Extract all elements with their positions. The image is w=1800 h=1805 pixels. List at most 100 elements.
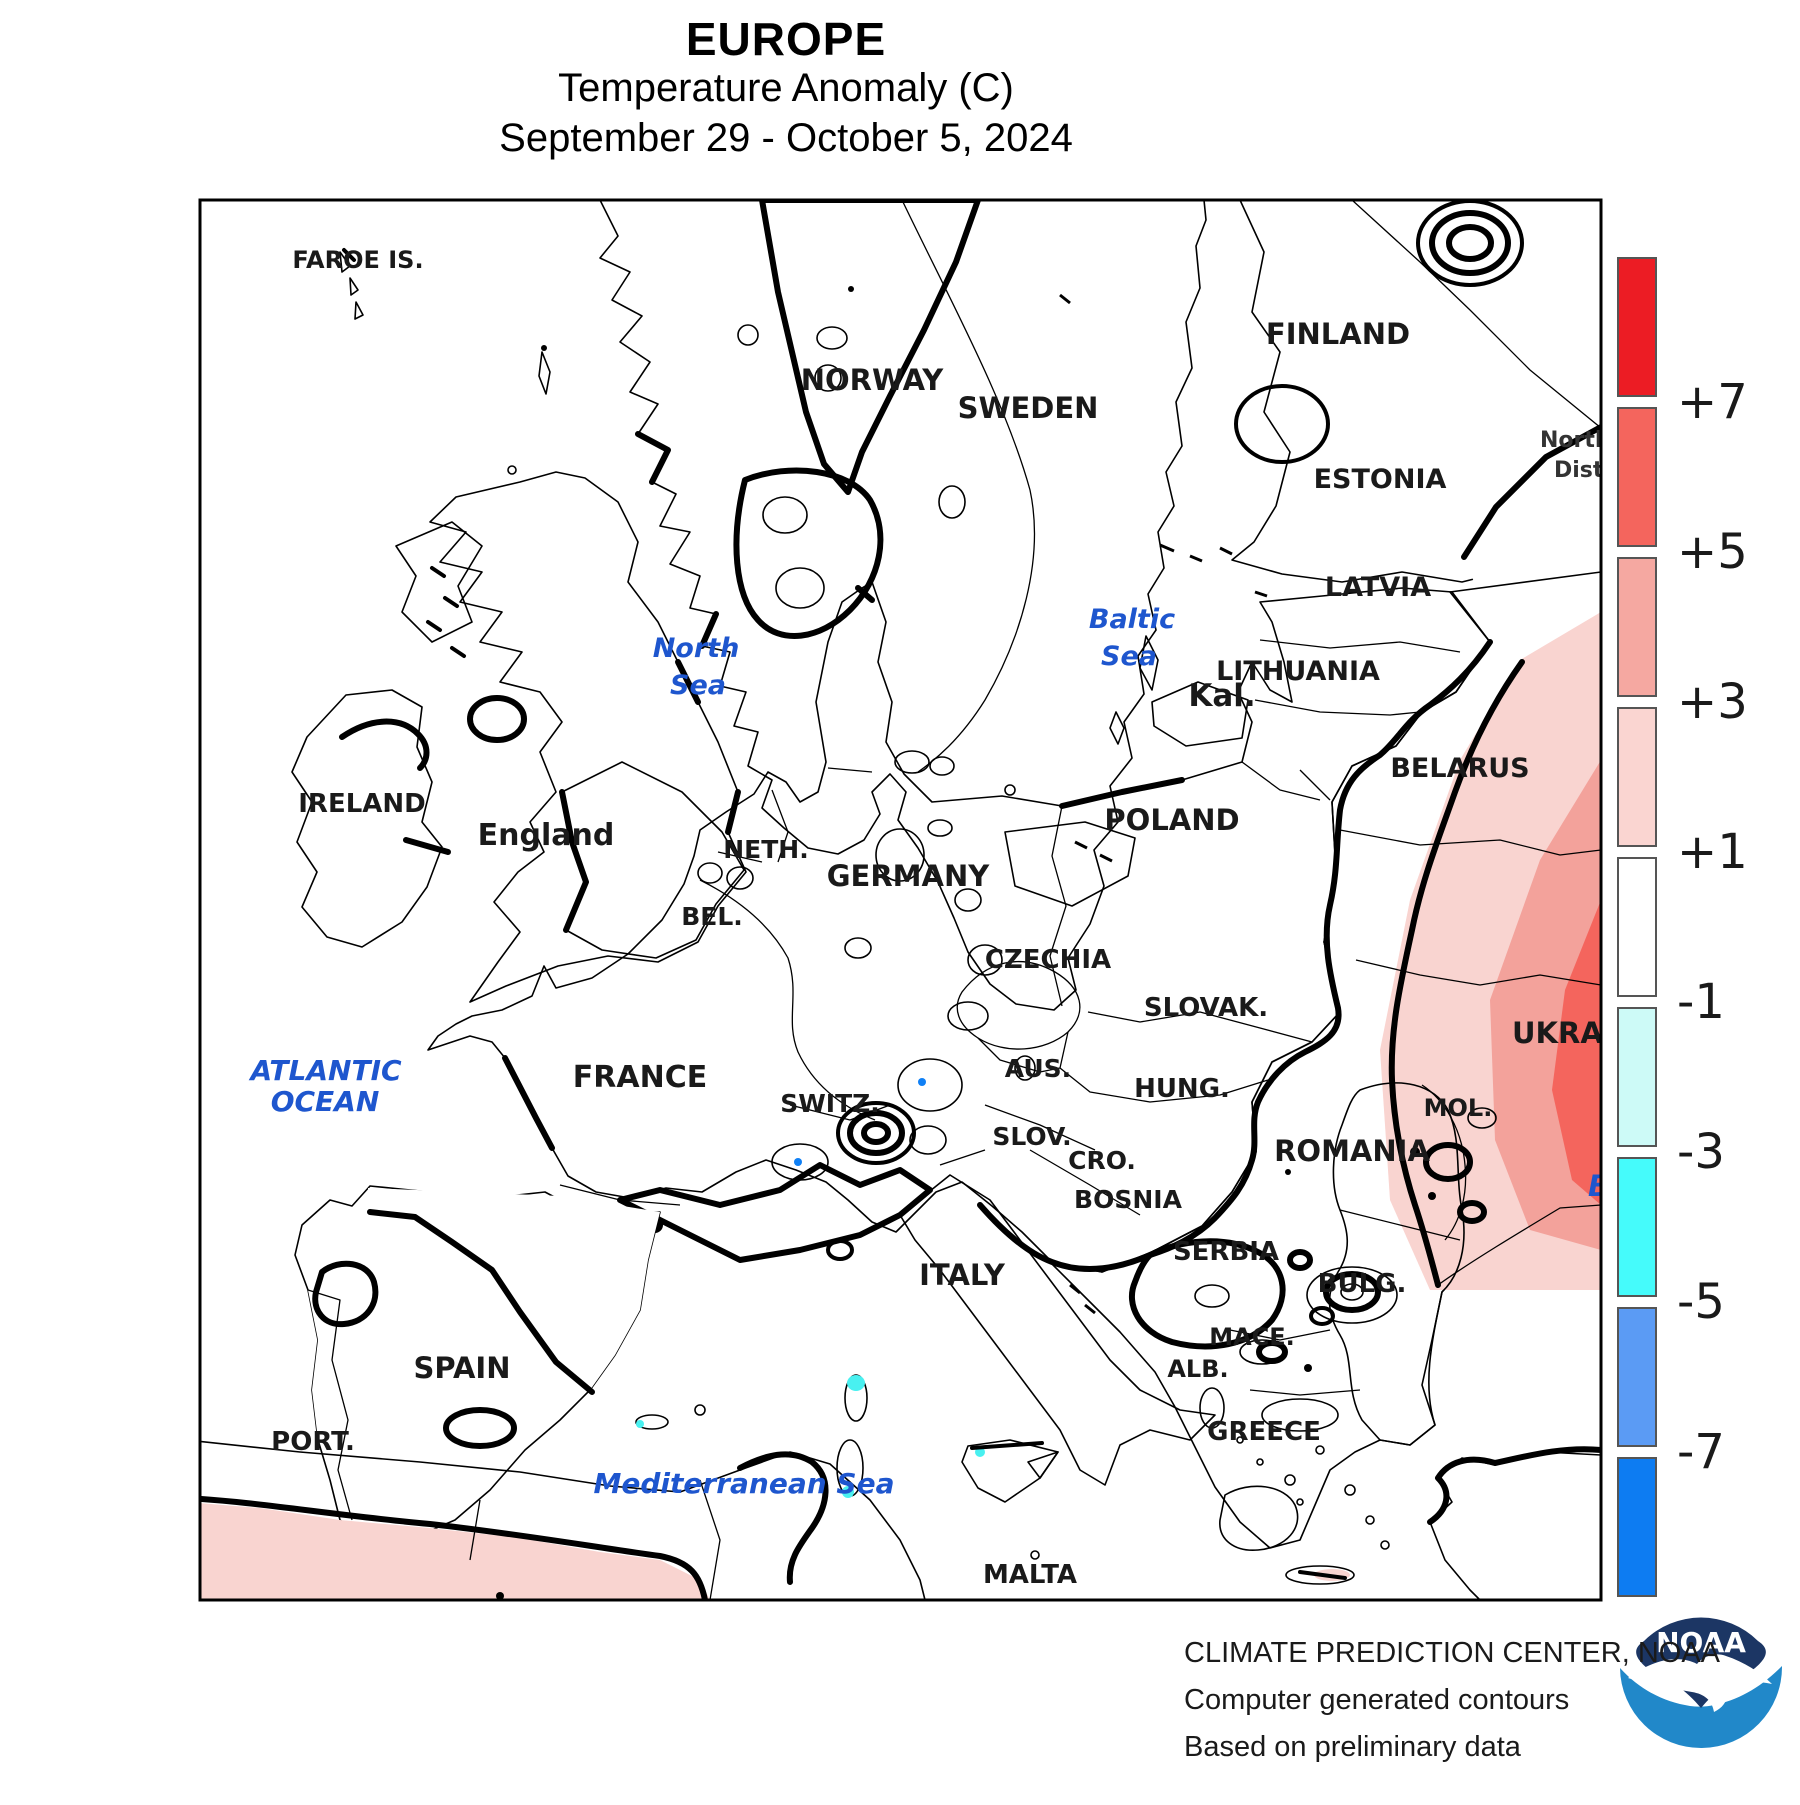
sea-background [200, 200, 1601, 1600]
legend-swatch-2 [1617, 557, 1657, 697]
islands-aegean [1236, 1436, 1390, 1585]
map-label-spain-31: SPAIN [414, 1351, 511, 1385]
legend-swatch-6 [1617, 1157, 1657, 1297]
region-africa-warm [200, 1503, 710, 1600]
map-label-b-45: B [1588, 1169, 1610, 1203]
map-label-slovak-14: SLOVAK. [1144, 993, 1268, 1023]
map-label-bulg-25: BULG. [1318, 1269, 1407, 1299]
map-label-norway-1: NORWAY [801, 363, 945, 397]
legend-tick-5: -5 [1677, 1274, 1725, 1330]
legend-swatch-3 [1617, 707, 1657, 847]
map-label-lithuania-6: LITHUANIA [1216, 656, 1380, 687]
landmass-turkey [1427, 1446, 1601, 1600]
map-label-poland-9: POLAND [1104, 803, 1239, 837]
map-label-ocean-43: OCEAN [271, 1085, 380, 1118]
landmass-iberia [294, 1184, 681, 1536]
map-area: FAROE IS. NORWAY SWEDEN FINLAND ESTONIA LATVI… [200, 200, 1658, 1600]
map-label-ireland-33: IRELAND [298, 789, 426, 819]
region-ne-spain-white [368, 1188, 660, 1390]
page-subtitle: Temperature Anomaly (C) [558, 66, 1014, 110]
landmass-british-isles [291, 248, 747, 1003]
map-label-serbia-21: SERBIA [1173, 1237, 1279, 1267]
contour-region-alps-warm-bullseye [861, 1121, 891, 1145]
region-portugal-white-strip [308, 1290, 340, 1440]
map-label-sea-41: Sea [1101, 641, 1157, 672]
contour-region-south-norway-white [733, 467, 884, 639]
contour-region-finland-white [1234, 384, 1330, 464]
map-label-port-32: PORT. [271, 1427, 355, 1457]
page-date-range: September 29 - October 5, 2024 [499, 116, 1073, 160]
map-label-alb-27: ALB. [1167, 1355, 1228, 1383]
page-title: EUROPE [685, 13, 887, 65]
landmass-east-europe-balkans [977, 571, 1601, 1551]
noaa-logo: NOAA [1620, 1617, 1783, 1779]
legend-swatch-5 [1617, 1007, 1657, 1147]
landmass-italy [635, 1174, 1216, 1560]
attribution-block: CLIMATE PREDICTION CENTER, NOAA Computer… [1184, 1630, 1720, 1771]
map-label-sweden-2: SWEDEN [958, 391, 1099, 425]
map-label-mediterranean-sea-44: Mediterranean Sea [594, 1467, 895, 1500]
region-nw-spain-warm2 [312, 1260, 379, 1328]
legend-tick-7: +7 [1677, 374, 1748, 430]
map-label-aus-15: AUS. [1005, 1054, 1071, 1083]
legend-tick-3: -3 [1677, 1124, 1725, 1180]
map-label-slov-18: SLOV. [992, 1122, 1071, 1151]
map-label-mace-26: MACE. [1209, 1323, 1295, 1351]
map-label-hung-16: HUNG. [1134, 1074, 1230, 1104]
map-label-bel-12: BEL. [681, 902, 743, 931]
map-label-bosnia-20: BOSNIA [1074, 1185, 1183, 1214]
map-label-finland-3: FINLAND [1266, 317, 1410, 351]
attribution-line-3: Based on preliminary data [1184, 1731, 1521, 1763]
region-ukraine-hot [1552, 900, 1601, 1205]
map-label-northw-36: Northw [1540, 428, 1631, 453]
contour-region-south-france-white [617, 1162, 933, 1263]
map-labels: FAROE IS. NORWAY SWEDEN FINLAND ESTONIA LATVI… [248, 246, 1658, 1590]
map-label-czechia-13: CZECHIA [985, 945, 1111, 975]
noaa-logo-text: NOAA [1656, 1626, 1746, 1659]
region-serbia-cold-spot [1194, 1284, 1230, 1308]
map-label-estonia-4: ESTONIA [1314, 464, 1447, 495]
legend-tick-3: +3 [1677, 674, 1748, 730]
map-label-faroe-is-0: FAROE IS. [292, 246, 423, 274]
map-label-belarus-8: BELARUS [1390, 753, 1529, 784]
map-label-mol-24: MOL. [1424, 1094, 1493, 1122]
region-scotland-cool [395, 521, 483, 643]
map-label-ukraine-23: UKRAINE [1512, 1016, 1658, 1050]
legend-colorbar: +7 +5 +3 +1 -1 -3 -5 -7 [1617, 257, 1748, 1597]
map-label-malta-35: MALTA [983, 1560, 1077, 1590]
map-label-north-38: North [653, 633, 740, 664]
legend-tick-1: +1 [1677, 824, 1748, 880]
map-label-cro-19: CRO. [1068, 1146, 1136, 1175]
landmass-north-africa [200, 1440, 926, 1600]
legend-tick-1: -1 [1677, 974, 1725, 1030]
map-frame [198, 198, 1603, 1602]
map-label-germany-10: GERMANY [827, 859, 991, 893]
map-label-france-30: FRANCE [573, 1060, 707, 1095]
legend-swatch-4 [1617, 857, 1657, 997]
map-label-sea-39: Sea [670, 670, 726, 701]
attribution-line-1: CLIMATE PREDICTION CENTER, NOAA [1184, 1637, 1721, 1669]
noaa-logo-bird-icon [1628, 1654, 1772, 1712]
legend-tick-7: -7 [1677, 1424, 1725, 1480]
legend-swatch-0 [1617, 257, 1657, 397]
map-label-romania-22: ROMANIA [1274, 1134, 1430, 1168]
region-bulgaria-warm [1306, 1266, 1398, 1324]
legend-swatch-8 [1617, 1457, 1657, 1597]
legend-tick-5: +5 [1677, 524, 1748, 580]
legend-swatch-7 [1617, 1307, 1657, 1447]
landmass-central-europe [427, 581, 1491, 1273]
region-russia-white-band [1464, 427, 1601, 617]
map-label-italy-29: ITALY [919, 1258, 1006, 1292]
contour-region-ne-warm-bullseye [1446, 224, 1494, 262]
region-kaliningrad [1151, 681, 1249, 747]
map-label-switz-17: SWITZ. [780, 1089, 880, 1118]
map-label-neth-11: NETH. [723, 835, 808, 864]
map-label-distri-37: Distri [1554, 458, 1622, 483]
landmass-scandinavia [599, 200, 1207, 1011]
map-label-baltic-40: Baltic [1089, 604, 1175, 635]
contour-region-scandes-white-wedge [759, 200, 981, 495]
archipelago-ticks [1059, 293, 1268, 1315]
map-label-greece-28: GREECE [1207, 1417, 1321, 1447]
map-label-england-34: England [478, 818, 615, 853]
